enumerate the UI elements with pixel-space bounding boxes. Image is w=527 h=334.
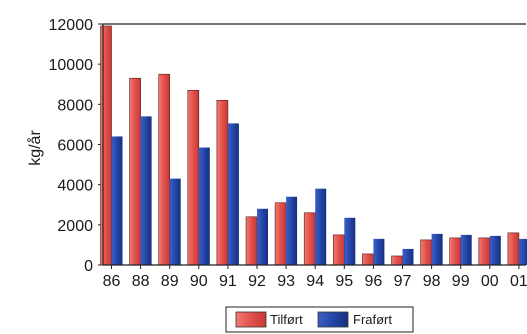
x-tick-label-94: 94 (306, 273, 324, 290)
bar-frafort-92 (257, 208, 268, 265)
bar-frafort-00 (489, 235, 501, 265)
x-tick-label-88: 88 (132, 273, 150, 290)
y-tick-label: 2000 (57, 218, 93, 235)
bar-frafort-86 (111, 136, 123, 265)
bar-frafort-88 (140, 116, 152, 265)
y-tick-label: 10000 (49, 57, 94, 74)
bar-frafort-93 (286, 196, 298, 265)
bar-frafort-97 (402, 248, 414, 265)
x-tick-label-00: 00 (481, 273, 499, 290)
legend-swatch-tilfort (235, 311, 267, 328)
bar-frafort-96 (373, 238, 385, 265)
bar-tilfort-91 (216, 100, 229, 266)
y-tick-label: 12000 (49, 17, 94, 34)
bar-tilfort-94 (303, 212, 316, 266)
x-tick-label-92: 92 (248, 273, 266, 290)
bar-tilfort-97 (391, 255, 403, 266)
bar-tilfort-98 (420, 239, 432, 266)
x-tick-label-01: 01 (510, 273, 527, 290)
y-tick-label: 6000 (57, 138, 93, 155)
x-tick-label-97: 97 (394, 273, 412, 290)
x-tick-label-90: 90 (190, 273, 208, 290)
bar-frafort-89 (169, 178, 181, 265)
bar-tilfort-96 (362, 253, 374, 266)
bar-tilfort-88 (129, 77, 141, 266)
x-tick-label-91: 91 (219, 273, 237, 290)
x-tick-label-95: 95 (335, 273, 353, 290)
bar-tilfort-99 (449, 237, 462, 266)
bar-tilfort-90 (187, 89, 200, 266)
bar-frafort-01 (518, 238, 527, 265)
bar-tilfort-86 (100, 25, 112, 266)
bar-tilfort-95 (332, 234, 345, 266)
x-tick-label-93: 93 (277, 273, 295, 290)
x-tick-label-89: 89 (161, 273, 179, 290)
bar-tilfort-89 (158, 73, 170, 266)
y-axis-ticks: 0 2000 4000 6000 8000 10000 12000 (49, 17, 103, 275)
bar-frafort-98 (431, 233, 443, 265)
bar-frafort-95 (344, 217, 356, 265)
x-tick-label-99: 99 (452, 273, 470, 290)
legend-swatch-frafort (317, 311, 349, 328)
bar-frafort-99 (460, 234, 472, 265)
bar-tilfort-01 (507, 232, 520, 266)
y-axis-label: kg/år (26, 130, 44, 166)
x-tick-label-96: 96 (365, 273, 383, 290)
legend-label-tilfort: Tilført (270, 312, 303, 327)
legend-label-frafort: Fraført (353, 312, 392, 327)
y-tick-label: 0 (84, 258, 93, 275)
bars-group (100, 25, 527, 266)
y-tick-label: 4000 (57, 178, 93, 195)
x-tick-label-86: 86 (103, 273, 121, 290)
bar-tilfort-93 (274, 202, 287, 266)
bar-tilfort-00 (478, 237, 491, 266)
y-tick-label: 8000 (57, 97, 93, 114)
bar-frafort-90 (198, 147, 210, 265)
bar-frafort-94 (315, 188, 327, 265)
x-tick-label-98: 98 (423, 273, 441, 290)
bar-frafort-91 (227, 123, 239, 265)
bar-tilfort-92 (245, 216, 258, 266)
legend: Tilført Fraført (225, 306, 414, 333)
x-axis-tick-labels: 86 88 89 90 91 92 93 94 95 96 97 98 99 00 01 (103, 265, 527, 290)
